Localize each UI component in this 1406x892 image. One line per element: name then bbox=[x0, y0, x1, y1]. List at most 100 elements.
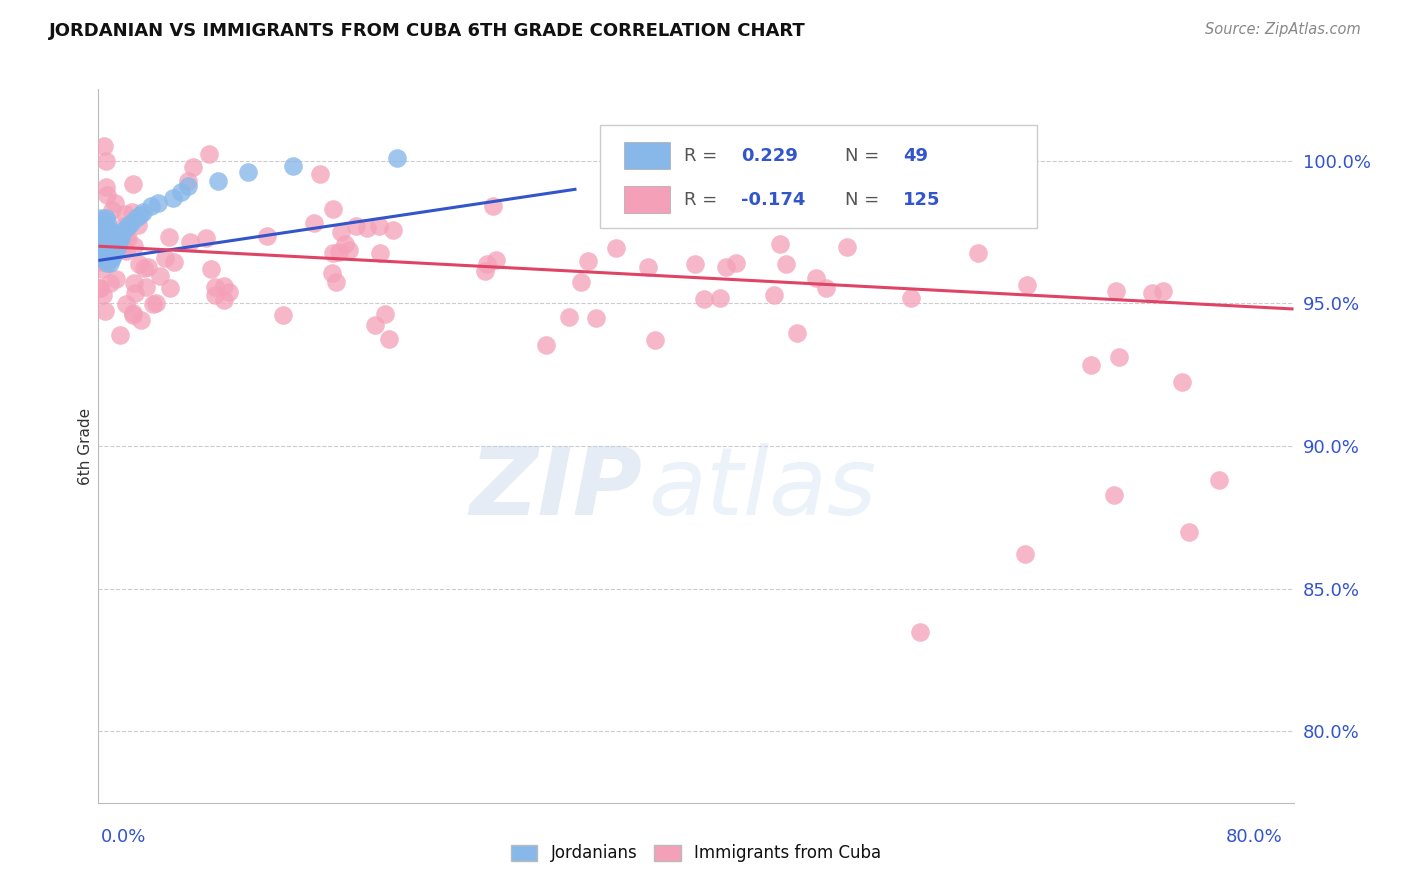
Point bbox=[91, 216, 114, 230]
Point bbox=[1105, 284, 1128, 298]
Point bbox=[333, 236, 356, 251]
Text: 125: 125 bbox=[903, 191, 941, 209]
Point bbox=[94, 226, 117, 240]
Point bbox=[204, 279, 226, 293]
Point bbox=[93, 253, 115, 268]
Text: N =: N = bbox=[845, 191, 886, 209]
Point bbox=[97, 251, 120, 265]
Point bbox=[1171, 375, 1194, 389]
Point bbox=[148, 196, 170, 211]
Point bbox=[96, 227, 118, 242]
Point bbox=[153, 251, 176, 265]
Point bbox=[96, 256, 118, 270]
Point bbox=[91, 262, 114, 277]
Text: N =: N = bbox=[845, 146, 886, 164]
Point bbox=[159, 281, 181, 295]
Text: 0.229: 0.229 bbox=[741, 146, 799, 164]
Point bbox=[89, 281, 111, 295]
Point bbox=[194, 230, 217, 244]
Point bbox=[101, 235, 124, 250]
Point bbox=[101, 234, 124, 248]
Point bbox=[94, 153, 117, 168]
Point bbox=[377, 332, 399, 346]
Point bbox=[105, 242, 128, 256]
Point bbox=[97, 236, 120, 251]
Point bbox=[108, 234, 131, 248]
Text: -0.174: -0.174 bbox=[741, 191, 806, 209]
Point bbox=[128, 257, 150, 271]
Point bbox=[576, 254, 599, 268]
Point bbox=[368, 246, 391, 260]
Point bbox=[322, 202, 344, 216]
Point bbox=[98, 276, 121, 290]
Point bbox=[685, 257, 707, 271]
Point bbox=[637, 260, 659, 275]
Point bbox=[91, 288, 114, 302]
Point bbox=[1017, 277, 1039, 292]
Point bbox=[91, 244, 114, 259]
Point bbox=[134, 261, 156, 276]
Point bbox=[775, 257, 797, 271]
Point bbox=[204, 287, 226, 301]
Point bbox=[169, 185, 191, 199]
Point bbox=[157, 230, 180, 244]
Point bbox=[91, 234, 114, 248]
Text: R =: R = bbox=[685, 146, 723, 164]
Point bbox=[110, 242, 132, 256]
Point bbox=[94, 303, 117, 318]
Point bbox=[1108, 350, 1130, 364]
Point bbox=[271, 308, 294, 322]
Point bbox=[364, 318, 387, 332]
Point bbox=[1014, 548, 1036, 562]
Text: JORDANIAN VS IMMIGRANTS FROM CUBA 6TH GRADE CORRELATION CHART: JORDANIAN VS IMMIGRANTS FROM CUBA 6TH GR… bbox=[49, 22, 806, 40]
Point bbox=[112, 219, 135, 234]
Point bbox=[124, 286, 146, 301]
Point bbox=[605, 241, 627, 255]
Point bbox=[114, 207, 136, 221]
Point bbox=[481, 199, 503, 213]
Point bbox=[114, 222, 136, 236]
Point bbox=[302, 216, 325, 230]
Point bbox=[97, 222, 120, 236]
Point bbox=[344, 219, 367, 233]
Point bbox=[94, 251, 117, 265]
Text: R =: R = bbox=[685, 191, 723, 209]
Text: atlas: atlas bbox=[648, 443, 876, 534]
Point bbox=[382, 223, 405, 237]
Point bbox=[149, 269, 172, 284]
Point bbox=[117, 231, 139, 245]
Text: 80.0%: 80.0% bbox=[1226, 828, 1282, 846]
Point bbox=[328, 245, 350, 260]
Point bbox=[256, 228, 278, 243]
Point bbox=[104, 227, 127, 241]
Point bbox=[90, 239, 112, 253]
Point bbox=[124, 276, 146, 290]
Point bbox=[782, 139, 804, 153]
Point bbox=[321, 266, 343, 280]
Point bbox=[131, 313, 153, 327]
Point bbox=[115, 244, 138, 259]
Point bbox=[162, 255, 184, 269]
Point bbox=[100, 242, 122, 256]
Point bbox=[162, 191, 184, 205]
Point bbox=[322, 246, 344, 260]
Point bbox=[94, 232, 117, 246]
Point bbox=[325, 276, 347, 290]
Point bbox=[121, 205, 143, 219]
Point bbox=[104, 244, 127, 259]
Point bbox=[96, 213, 118, 227]
Point bbox=[644, 334, 666, 348]
Point bbox=[93, 222, 115, 236]
Point bbox=[837, 240, 859, 254]
Legend: Jordanians, Immigrants from Cuba: Jordanians, Immigrants from Cuba bbox=[510, 844, 882, 863]
Point bbox=[117, 219, 139, 234]
Point bbox=[111, 225, 134, 239]
Point bbox=[709, 291, 731, 305]
Point bbox=[100, 225, 122, 239]
Y-axis label: 6th Grade: 6th Grade bbox=[77, 408, 93, 484]
Point bbox=[135, 279, 157, 293]
Point bbox=[214, 293, 236, 307]
Point bbox=[94, 180, 117, 194]
Point bbox=[103, 230, 125, 244]
Point bbox=[474, 264, 496, 278]
